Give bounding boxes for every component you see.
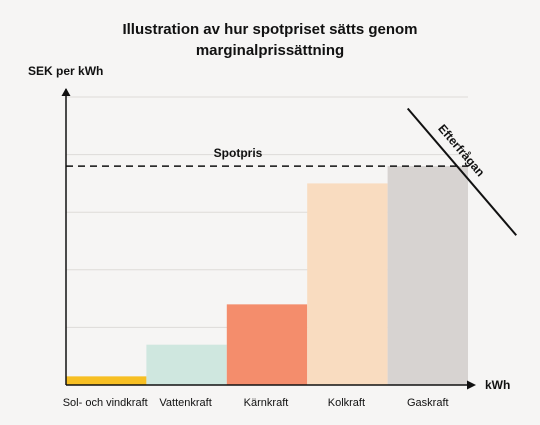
y-axis-arrow-icon [61, 88, 71, 96]
x-axis-label: kWh [485, 378, 510, 392]
chart-title-line-1: Illustration av hur spotpriset sätts gen… [122, 21, 418, 38]
bar-3 [307, 183, 388, 385]
x-tick-label-2: Kärnkraft [244, 397, 289, 409]
x-axis-arrow-icon [467, 380, 476, 390]
chart-title: Illustration av hur spotpriset sätts gen… [0, 19, 540, 61]
x-tick-label-0: Sol- och vindkraft [63, 397, 148, 409]
category-tick-labels: Sol- och vindkraft Vattenkraft Kärnkraft Ko… [63, 397, 449, 409]
bar-1 [146, 344, 227, 385]
x-tick-label-1: Vattenkraft [159, 397, 211, 409]
demand-curve-line [406, 107, 517, 236]
spot-price-label: Spotpris [214, 146, 263, 160]
chart-title-line-2: marginalprissättning [195, 42, 345, 59]
bar-2 [226, 304, 308, 385]
x-tick-label-3: Kolkraft [328, 397, 365, 409]
energy-source-bars [66, 166, 468, 385]
y-axis-label: SEK per kWh [28, 64, 103, 78]
x-tick-label-4: Gaskraft [407, 397, 449, 409]
bar-4 [387, 166, 468, 385]
bar-0 [66, 376, 147, 385]
